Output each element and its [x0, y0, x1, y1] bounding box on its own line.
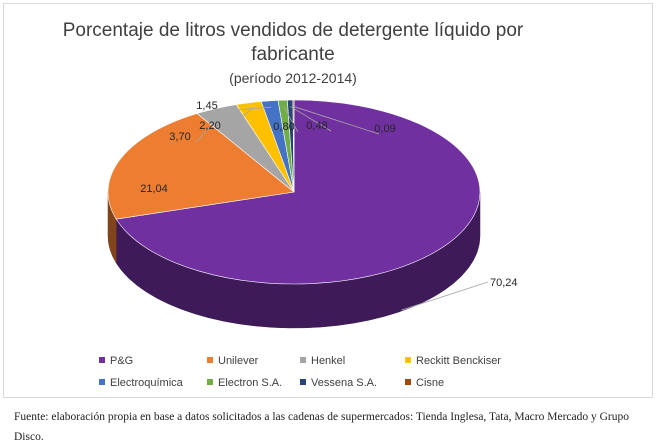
chart-title-line-2: fabricante [251, 44, 334, 65]
data-label-electron-s-a: 0,80 [273, 121, 294, 133]
leader-line-cisne [293, 106, 380, 135]
data-labels: 70,24 21,04 3,70 2,20 1,45 0,80 0,48 0,09 [140, 100, 517, 289]
legend-swatch-p-g [99, 357, 105, 363]
legend-label-p-g: P&G [110, 355, 133, 367]
legend-label-cisne: Cisne [416, 377, 444, 389]
data-label-unilever: 21,04 [140, 183, 168, 195]
slice-unilever [107, 113, 295, 220]
pie-chart: Porcentaje de litros vendidos de deterge… [63, 20, 524, 389]
legend-swatch-reckitt-benckiser [405, 357, 411, 363]
leader-line-p-g [401, 281, 489, 311]
leader-line-electron-s-a [283, 106, 299, 133]
legend-swatch-electron-s-a [207, 379, 213, 385]
data-label-vessena-s-a: 0,48 [306, 120, 327, 132]
legend: P&G Unilever Henkel Reckitt Benckiser Electr… [99, 355, 501, 389]
leader-line-electroquimica [220, 106, 272, 112]
chart-frame: Porcentaje de litros vendidos de deterge… [3, 3, 653, 398]
leader-line-vessena-s-a [290, 106, 332, 132]
legend-label-vessena-s-a: Vessena S.A. [311, 377, 377, 389]
legend-label-reckitt-benckiser: Reckitt Benckiser [416, 355, 501, 367]
chart-title-line-1: Porcentaje de litros vendidos de deterge… [63, 20, 524, 41]
data-label-p-g: 70,24 [490, 277, 518, 289]
legend-label-electroquimica: Electroquímica [110, 377, 184, 389]
legend-swatch-unilever [207, 357, 213, 363]
leader-lines [195, 106, 489, 311]
data-label-cisne: 0,09 [374, 123, 395, 135]
legend-swatch-cisne [405, 379, 411, 385]
slice-p-g [115, 99, 481, 285]
pie-slices [107, 99, 481, 329]
data-label-electroquimica: 1,45 [196, 100, 217, 112]
source-note: Fuente: elaboración propia en base a dat… [14, 411, 629, 443]
legend-label-electron-s-a: Electron S.A. [218, 377, 282, 389]
data-label-henkel: 3,70 [169, 131, 190, 143]
data-label-reckitt-benckiser: 2,20 [199, 120, 220, 132]
leader-line-reckitt-benckiser [223, 108, 253, 132]
legend-label-henkel: Henkel [311, 355, 345, 367]
legend-swatch-henkel [300, 357, 306, 363]
legend-label-unilever: Unilever [218, 355, 259, 367]
slice-cisne [292, 99, 295, 193]
legend-swatch-vessena-s-a [300, 379, 306, 385]
leader-line-henkel [195, 114, 222, 143]
legend-swatch-electroquimica [99, 379, 105, 385]
chart-subtitle: (período 2012-2014) [229, 70, 357, 86]
